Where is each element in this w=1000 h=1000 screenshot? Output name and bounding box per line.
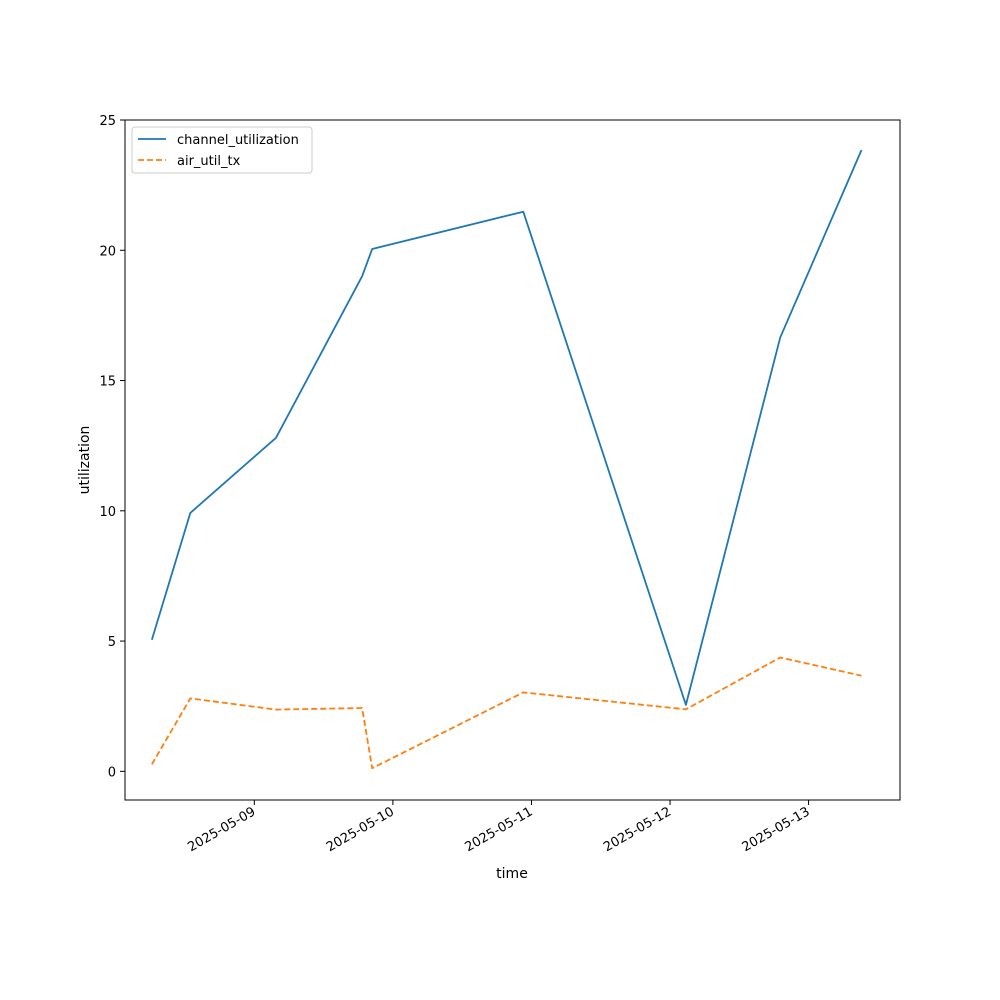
y-tick-label: 5 (108, 635, 116, 650)
series-line-air-util-tx (151, 656, 862, 770)
y-axis: 0 5 10 15 20 25 (99, 114, 125, 780)
x-axis-label: time (496, 866, 528, 882)
plot-area (150, 149, 863, 770)
y-tick-label: 15 (99, 375, 116, 390)
legend-label: air_util_tx (177, 154, 241, 169)
legend-box (131, 126, 313, 174)
y-tick-label: 10 (99, 505, 116, 520)
y-tick-label: 0 (108, 765, 116, 780)
y-tick-label: 25 (99, 114, 116, 129)
axes-frame (124, 119, 901, 801)
y-tick-label: 20 (99, 244, 116, 259)
y-axis-label: utilization (77, 426, 93, 495)
series-line-channel-utilization (150, 149, 863, 706)
legend: channel_utilization air_util_tx (131, 126, 313, 174)
legend-label: channel_utilization (177, 133, 299, 148)
